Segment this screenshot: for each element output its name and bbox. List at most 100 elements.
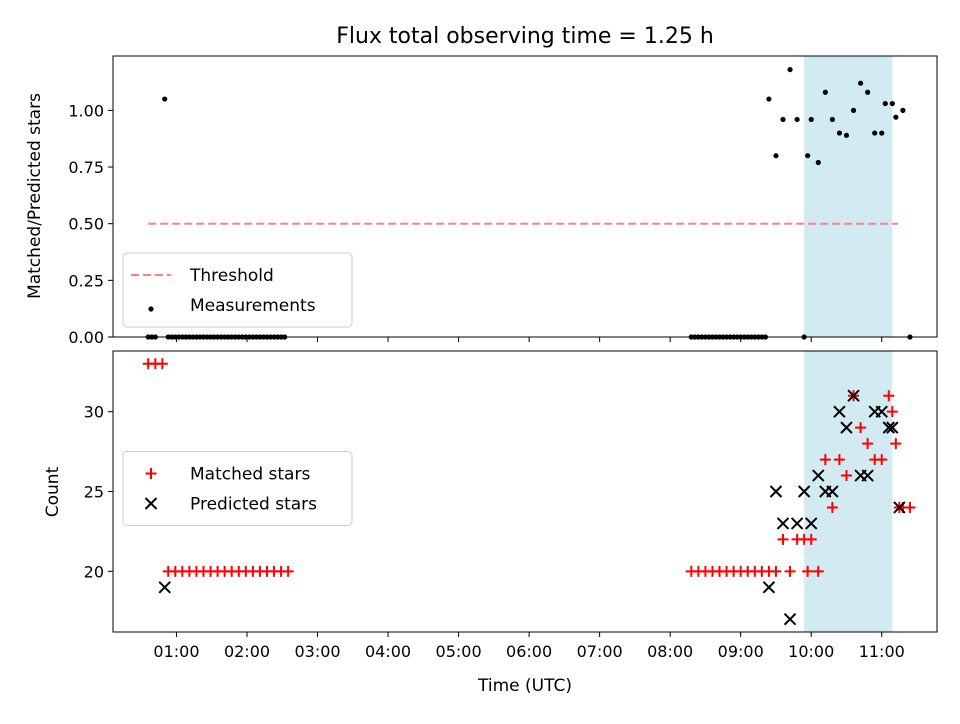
legend-measurements-swatch xyxy=(148,306,154,312)
observing-window-span xyxy=(804,56,893,337)
data-point xyxy=(890,438,902,450)
data-point xyxy=(812,565,824,577)
x-axis-label: Time (UTC) xyxy=(477,676,572,696)
y-tick-label: 1.00 xyxy=(68,101,104,120)
data-point xyxy=(850,107,857,113)
legend-label: Threshold xyxy=(189,266,274,286)
data-point xyxy=(857,80,864,86)
data-point xyxy=(780,116,786,123)
data-point xyxy=(904,501,916,513)
legend: Threshold Measurements xyxy=(122,252,353,328)
y-tick-label: 0.75 xyxy=(68,158,104,177)
data-point xyxy=(875,405,888,418)
data-point xyxy=(794,116,800,123)
data-point xyxy=(847,389,860,402)
x-tick-label: 06:00 xyxy=(506,642,552,661)
data-point xyxy=(879,130,885,136)
bottom-y-axis-label: Count xyxy=(43,466,63,517)
subplot-count: 20 25 30 01:00 02:00 03:00 04:00 05:00 06:00 07:0… xyxy=(84,350,938,661)
data-point xyxy=(815,159,821,166)
x-tick-label: 08:00 xyxy=(647,642,693,661)
data-point xyxy=(883,390,895,402)
x-tick-label: 07:00 xyxy=(577,642,623,661)
data-point xyxy=(776,517,790,530)
series-predicted-stars xyxy=(158,389,906,626)
data-point xyxy=(836,130,843,136)
x-tick-label: 10:00 xyxy=(788,642,834,661)
data-point xyxy=(812,469,825,482)
data-point xyxy=(805,153,811,159)
data-point xyxy=(826,485,839,498)
data-point xyxy=(805,533,817,545)
x-tick-label: 11:00 xyxy=(859,642,905,661)
series-matched-stars xyxy=(142,358,916,577)
x-tick-label: 05:00 xyxy=(436,642,482,661)
data-point xyxy=(156,358,168,370)
data-point xyxy=(787,66,793,73)
legend-predicted-swatch xyxy=(144,497,158,510)
data-point xyxy=(843,132,850,138)
data-point xyxy=(766,96,772,102)
plot-area: 0.00 0.25 0.50 0.75 1.00 Threshold Measurement… xyxy=(68,55,938,661)
data-point xyxy=(865,89,871,95)
data-point xyxy=(840,421,853,434)
x-tick-label: 02:00 xyxy=(224,642,270,661)
x-tick-label: 04:00 xyxy=(365,642,411,661)
legend-matched-swatch xyxy=(145,468,157,479)
data-point xyxy=(784,565,796,577)
y-tick-label: 25 xyxy=(84,483,104,502)
data-point xyxy=(893,114,899,120)
data-point xyxy=(882,421,896,434)
data-point xyxy=(822,89,828,95)
data-point xyxy=(797,485,811,498)
data-point xyxy=(769,485,783,498)
legend-label: Measurements xyxy=(190,296,316,316)
legend-box xyxy=(122,252,353,328)
subplot-ratio: 0.00 0.25 0.50 0.75 1.00 Threshold Measurement… xyxy=(68,55,938,347)
data-point xyxy=(783,613,797,626)
legend-label: Predicted stars xyxy=(190,495,317,515)
data-point xyxy=(876,454,888,466)
data-point xyxy=(826,501,838,513)
y-tick-label: 0.25 xyxy=(68,271,104,290)
data-point xyxy=(777,533,789,545)
data-point xyxy=(900,107,906,113)
data-point xyxy=(282,565,294,577)
y-tick-label: 20 xyxy=(84,562,104,581)
data-point xyxy=(862,438,874,450)
y-tick-label: 0.50 xyxy=(68,215,104,234)
legend: Matched stars Predicted stars xyxy=(122,451,353,526)
data-point xyxy=(833,454,845,466)
data-point xyxy=(886,421,899,434)
legend-label: Matched stars xyxy=(190,465,310,485)
axes-frame xyxy=(112,55,938,338)
x-tick-label: 03:00 xyxy=(294,642,340,661)
data-point xyxy=(162,96,168,102)
data-point xyxy=(158,581,171,594)
data-point xyxy=(833,405,846,418)
data-point xyxy=(882,100,888,107)
data-point xyxy=(762,581,776,594)
data-point xyxy=(790,517,804,530)
data-point xyxy=(802,565,814,577)
data-point xyxy=(861,469,874,482)
data-point xyxy=(819,454,831,466)
data-point xyxy=(808,116,814,123)
y-tick-label: 0.00 xyxy=(68,328,104,347)
legend-box xyxy=(122,451,353,526)
top-y-axis-label: Matched/Predicted stars xyxy=(25,93,45,299)
data-point xyxy=(872,130,878,136)
y-tick-label: 30 xyxy=(84,403,104,422)
data-point xyxy=(829,116,835,123)
data-point xyxy=(855,422,867,434)
data-point xyxy=(773,153,779,159)
observing-window-span xyxy=(804,351,893,632)
data-point xyxy=(886,406,898,418)
chart-title: Flux total observing time = 1.25 h xyxy=(336,24,714,49)
data-point xyxy=(805,517,818,530)
data-point xyxy=(770,565,782,577)
x-tick-label: 01:00 xyxy=(153,642,199,661)
